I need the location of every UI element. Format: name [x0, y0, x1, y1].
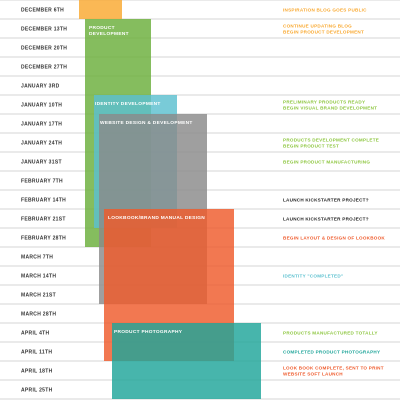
milestone-note: IDENTITY "COMPLETED": [283, 274, 343, 279]
phase-label: PRODUCT DEVELOPMENT: [89, 25, 129, 37]
week-label: JANUARY 3RD: [21, 84, 60, 90]
week-label: FEBRUARY 7TH: [21, 179, 63, 185]
milestone-note: BEGIN LAYOUT & DESIGN OF LOOKBOOK: [283, 236, 385, 241]
milestone-note: LOOK BOOK COMPLETE, SENT TO PRINT WEBSITE…: [283, 366, 384, 377]
phase-label: IDENTITY DEVELOPMENT: [95, 101, 161, 107]
week-label: MARCH 14TH: [21, 274, 56, 280]
milestone-notes: INSPIRATION BLOG GOES PUBLIC CONTINUE UPD…: [283, 8, 385, 377]
phase-labels: PRODUCT DEVELOPMENT IDENTITY DEVELOPMENT WE…: [89, 25, 205, 335]
milestone-note: PRODUCTS DEVELOPMENT COMPLETE BEGIN PRODU…: [283, 138, 379, 149]
week-label: JANUARY 17TH: [21, 122, 62, 128]
week-label: JANUARY 10TH: [21, 103, 62, 109]
week-label: APRIL 4TH: [21, 331, 50, 337]
phase-bar: [79, 0, 122, 19]
week-label: FEBRUARY 28TH: [21, 236, 66, 242]
week-label: APRIL 11TH: [21, 350, 52, 356]
phase-label: WEBSITE DESIGN & DEVELOPMENT: [100, 120, 193, 126]
week-label: MARCH 21ST: [21, 293, 56, 299]
milestone-note: PRODUCTS MANUFACTURED TOTALLY: [283, 331, 378, 336]
week-label: DECEMBER 13TH: [21, 27, 67, 33]
week-label: APRIL 18TH: [21, 369, 53, 375]
week-label: DECEMBER 20TH: [21, 46, 67, 52]
week-label: FEBRUARY 21ST: [21, 217, 66, 223]
week-label: DECEMBER 27TH: [21, 65, 67, 71]
week-label: FEBRUARY 14TH: [21, 198, 66, 204]
week-label: APRIL 25TH: [21, 388, 53, 394]
week-label: DECEMBER 6TH: [21, 8, 64, 14]
phase-bar: [112, 323, 261, 399]
milestone-note: PRELIMINARY PRODUCTS READY BEGIN VISUAL B…: [283, 100, 377, 111]
week-label: MARCH 28TH: [21, 312, 56, 318]
phase-bars: [79, 0, 261, 399]
phase-label: PRODUCT PHOTOGRAPHY: [114, 329, 183, 335]
week-label: MARCH 7TH: [21, 255, 53, 261]
week-label: JANUARY 24TH: [21, 141, 62, 147]
milestone-note: INSPIRATION BLOG GOES PUBLIC: [283, 8, 367, 13]
week-label: JANUARY 31ST: [21, 160, 62, 166]
milestone-note: LAUNCH KICKSTARTER PROJECT?: [283, 217, 369, 222]
milestone-note: BEGIN PRODUCT MANUFACTURING: [283, 160, 370, 165]
milestone-note: LAUNCH KICKSTARTER PROJECT?: [283, 198, 369, 203]
milestone-note: CONTINUE UPDATING BLOG BEGIN PRODUCT DEVE…: [283, 24, 364, 35]
phase-label: LOOKBOOK/BRAND MANUAL DESIGN: [108, 215, 205, 221]
milestone-note: COMPLETED PRODUCT PHOTOGRAPHY: [283, 350, 380, 355]
